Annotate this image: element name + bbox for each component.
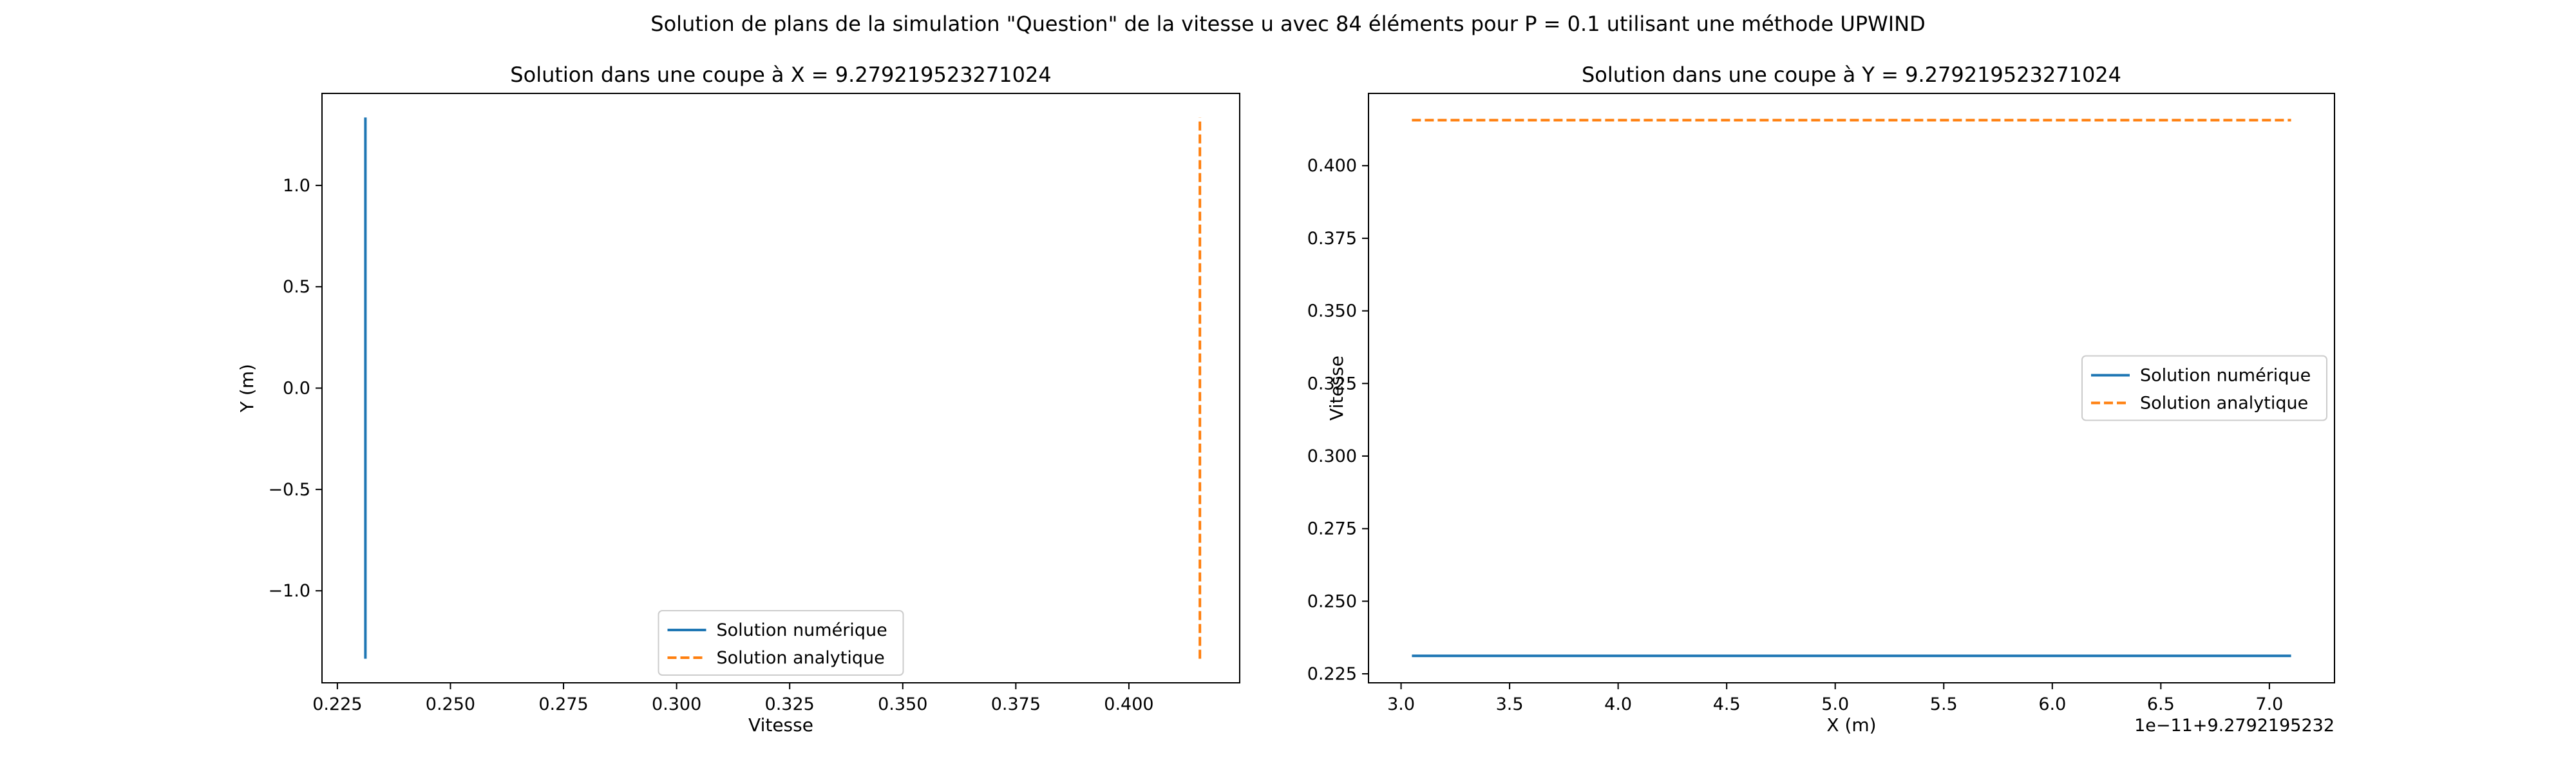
y-tick-label: 0.325 (1307, 374, 1357, 394)
x-tick-label: 6.0 (2038, 694, 2066, 714)
figure-suptitle: Solution de plans de la simulation "Ques… (650, 12, 1925, 36)
legend-label: Solution analytique (717, 648, 885, 668)
subplot-title: Solution dans une coupe à Y = 9.27921952… (1582, 62, 2121, 87)
x-tick-label: 3.0 (1387, 694, 1415, 714)
x-tick-label: 0.225 (312, 694, 362, 714)
x-offset-label: 1e−11+9.2792195232 (2134, 716, 2334, 736)
y-tick-label: 0.250 (1307, 591, 1357, 611)
y-tick-label: 0.300 (1307, 446, 1357, 466)
y-tick-label: 0.0 (283, 379, 310, 399)
x-tick-label: 4.0 (1604, 694, 1632, 714)
x-tick-label: 0.375 (991, 694, 1041, 714)
legend-label: Solution numérique (2140, 366, 2311, 386)
x-tick-label: 0.400 (1104, 694, 1153, 714)
y-tick-label: 1.0 (283, 176, 310, 196)
right-subplot: Solution dans une coupe à Y = 9.27921952… (1307, 62, 2335, 736)
y-tick-label: −0.5 (268, 480, 310, 500)
y-tick-label: 0.275 (1307, 519, 1357, 539)
y-axis-label: Vitesse (1326, 356, 1347, 421)
x-tick-label: 0.325 (765, 694, 815, 714)
y-tick-label: 0.400 (1307, 156, 1357, 176)
legend-label: Solution analytique (2140, 394, 2308, 414)
x-tick-label: 4.5 (1713, 694, 1741, 714)
legend: Solution numérique Solution analytique (2081, 355, 2327, 421)
left-subplot: Solution dans une coupe à X = 9.27921952… (236, 62, 1240, 736)
x-tick-label: 0.300 (652, 694, 701, 714)
x-tick-label: 3.5 (1496, 694, 1524, 714)
legend-box (658, 610, 904, 676)
x-tick-label: 5.0 (1821, 694, 1849, 714)
x-tick-label: 0.275 (538, 694, 588, 714)
legend-label: Solution numérique (717, 620, 887, 640)
x-axis-label: Vitesse (748, 714, 813, 736)
y-tick-label: −1.0 (268, 581, 310, 601)
legend-box (2081, 355, 2327, 421)
x-tick-label: 6.5 (2147, 694, 2175, 714)
x-tick-label: 0.250 (426, 694, 475, 714)
x-axis-label: X (m) (1826, 714, 1876, 736)
y-tick-label: 0.225 (1307, 664, 1357, 684)
axes-frame (1368, 93, 2335, 683)
y-tick-label: 0.350 (1307, 301, 1357, 321)
subplot-title: Solution dans une coupe à X = 9.27921952… (510, 62, 1051, 87)
x-tick-label: 5.5 (1930, 694, 1958, 714)
y-tick-label: 0.375 (1307, 229, 1357, 249)
y-axis-label: Y (m) (236, 364, 258, 413)
x-tick-label: 7.0 (2255, 694, 2283, 714)
x-tick-label: 0.350 (878, 694, 927, 714)
y-tick-label: 0.5 (283, 277, 310, 297)
legend: Solution numérique Solution analytique (658, 610, 904, 676)
